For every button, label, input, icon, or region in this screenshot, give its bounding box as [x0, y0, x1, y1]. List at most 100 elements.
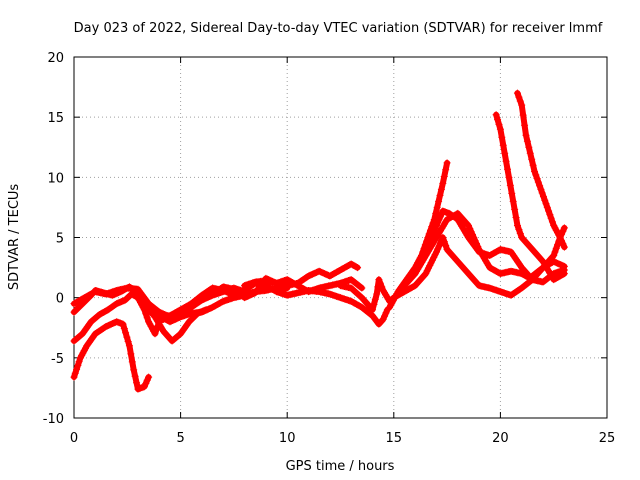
data-point [523, 137, 531, 145]
series-arc-1 [70, 318, 153, 393]
data-point [531, 167, 539, 175]
data-point [440, 173, 448, 181]
data-point [558, 230, 566, 238]
y-tick-label: 0 [56, 292, 64, 307]
y-tick-label: 5 [56, 232, 64, 247]
data-point [536, 182, 544, 190]
series-arc-8 [241, 260, 362, 290]
data-point [506, 181, 514, 189]
data-point [538, 256, 546, 264]
data-point [559, 227, 567, 235]
series-arc-9 [273, 286, 391, 328]
data-point [434, 219, 442, 227]
data-point [513, 89, 521, 97]
x-tick-label: 25 [599, 431, 616, 446]
data-point [437, 185, 445, 193]
data-point [509, 197, 517, 205]
data-point [560, 224, 568, 232]
data-point [492, 111, 500, 119]
data-point [122, 329, 130, 337]
data-point [529, 161, 537, 169]
x-tick-label: 0 [70, 431, 78, 446]
data-point [435, 216, 443, 224]
data-point [139, 292, 147, 300]
data-point [382, 309, 390, 317]
data-point [501, 149, 509, 157]
data-point [496, 125, 504, 133]
data-point [499, 141, 507, 149]
y-tick-label: 15 [47, 111, 64, 126]
data-point [432, 248, 440, 256]
data-point [495, 120, 503, 128]
data-point [474, 243, 482, 251]
data-point [548, 218, 556, 226]
y-tick-label: -5 [51, 352, 64, 367]
data-point [431, 224, 439, 232]
data-point [547, 214, 555, 222]
data-point [498, 133, 506, 141]
data-point [526, 149, 534, 157]
data-point [138, 291, 146, 299]
data-point [516, 229, 524, 237]
data-point [559, 270, 567, 278]
data-point [376, 319, 384, 327]
data-point [538, 189, 546, 197]
data-point [539, 193, 547, 201]
x-tick-label: 15 [386, 431, 403, 446]
data-point [120, 324, 128, 332]
data-point [352, 263, 360, 271]
data-point [533, 175, 541, 183]
data-point [123, 333, 131, 341]
data-point [375, 276, 383, 284]
data-point [151, 330, 159, 338]
axis-ticks: 0 5 10 15 20 25 -10 -5 0 5 10 15 20 [43, 51, 616, 446]
data-point [140, 383, 148, 391]
data-point [435, 197, 443, 205]
data-point [436, 213, 444, 221]
data-point [502, 157, 510, 165]
data-point [375, 320, 383, 328]
data-point [367, 304, 375, 312]
data-point [71, 369, 79, 377]
data-point [522, 131, 530, 139]
data-point [354, 264, 362, 272]
data-point [525, 143, 533, 151]
data-point [368, 306, 376, 314]
data-point [378, 283, 386, 291]
data-point [358, 284, 366, 292]
x-tick-label: 5 [176, 431, 184, 446]
data-point [467, 227, 475, 235]
data-point [370, 300, 378, 308]
data-point [128, 358, 136, 366]
data-point [433, 203, 441, 211]
data-point [470, 234, 478, 241]
data-point [254, 285, 262, 293]
data-point [442, 166, 450, 174]
data-point [508, 189, 516, 197]
data-point [466, 224, 474, 232]
data-point [435, 242, 443, 250]
series-trace [514, 90, 568, 251]
data-point [142, 296, 150, 304]
data-point [152, 326, 160, 334]
data-point [432, 221, 440, 229]
data-point [560, 270, 568, 278]
data-point [513, 221, 521, 229]
data-point [420, 271, 428, 279]
data-point [546, 211, 554, 219]
data-point [430, 227, 438, 235]
data-point [504, 165, 512, 173]
chart-title: Day 023 of 2022, Sidereal Day-to-day VTE… [74, 21, 603, 36]
data-point [515, 93, 523, 101]
data-point [442, 242, 450, 250]
data-point [74, 362, 82, 370]
data-point [552, 244, 560, 252]
data-point [378, 317, 386, 325]
plot-frame [73, 56, 608, 419]
data-point [468, 230, 476, 238]
data-point [141, 294, 149, 302]
data-point [371, 295, 379, 303]
data-point [130, 366, 138, 374]
data-point [373, 290, 381, 298]
